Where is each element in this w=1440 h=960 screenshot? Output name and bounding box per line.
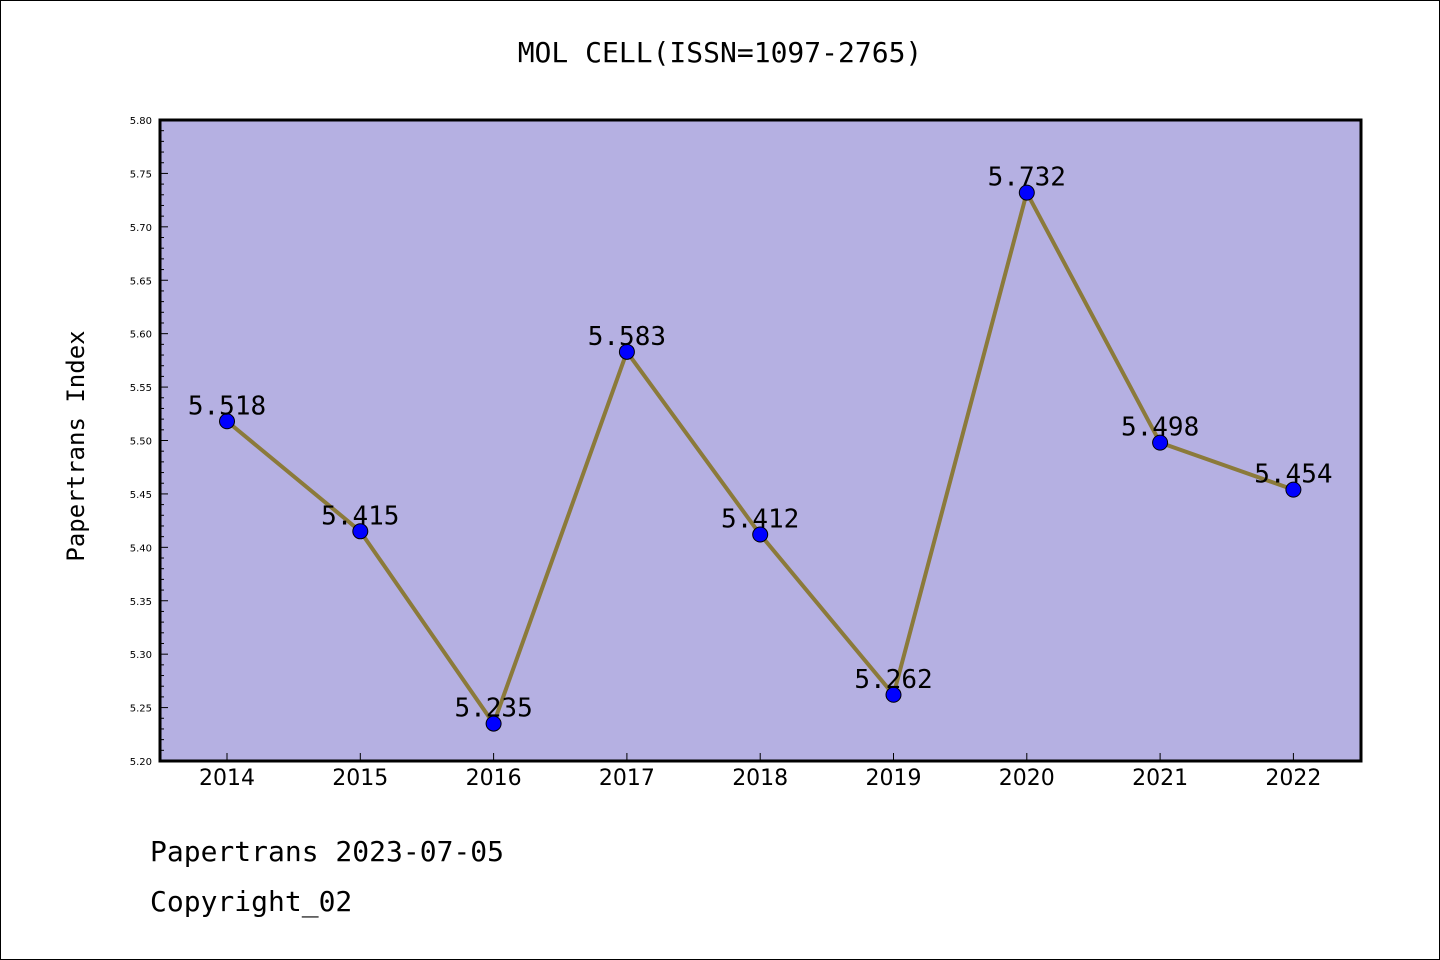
x-axis-ticks: 2014 2015 2016 2017 2018 2019 2020 2021 2022 — [199, 753, 1321, 791]
data-label: 5.235 — [454, 694, 532, 724]
y-tick-label: 5.75 — [130, 169, 152, 180]
data-point — [219, 413, 235, 430]
x-tick-label: 2015 — [332, 766, 388, 791]
data-markers — [219, 184, 1302, 732]
data-point — [752, 526, 769, 543]
data-label: 5.732 — [988, 163, 1066, 193]
data-label: 5.498 — [1121, 413, 1199, 443]
y-tick-label: 5.60 — [130, 330, 152, 341]
data-point — [485, 715, 502, 732]
y-tick-label: 5.25 — [130, 704, 152, 715]
y-tick-label: 5.65 — [130, 276, 152, 287]
y-tick-label: 5.30 — [130, 650, 152, 661]
y-tick-label: 5.45 — [130, 490, 152, 501]
y-tick-label: 5.70 — [130, 223, 152, 234]
data-label: 5.412 — [721, 505, 799, 535]
data-point — [352, 523, 369, 540]
y-tick-label: 5.55 — [130, 383, 152, 394]
chart-title: MOL CELL(ISSN=1097-2765) — [517, 36, 923, 69]
data-label: 5.583 — [588, 322, 666, 352]
data-point — [1152, 434, 1169, 451]
footer-date: Papertrans 2023-07-05 — [150, 835, 505, 868]
footer-copyright: Copyright_02 — [150, 885, 353, 918]
data-label: 5.518 — [188, 391, 266, 421]
x-tick-label: 2019 — [866, 766, 922, 791]
data-label: 5.454 — [1254, 460, 1332, 490]
data-point — [885, 686, 902, 703]
data-point — [618, 343, 635, 360]
y-tick-label: 5.35 — [130, 597, 152, 608]
y-axis-ticks: 5.20 5.25 5.30 5.35 5.40 5.45 5.50 5.55 5.60 5.65… — [130, 116, 168, 768]
plot-border — [158, 118, 1363, 763]
data-point — [1285, 481, 1302, 498]
x-tick-label: 2014 — [199, 766, 255, 791]
x-tick-label: 2017 — [599, 766, 655, 791]
data-point — [1018, 184, 1035, 201]
x-tick-label: 2022 — [1265, 766, 1321, 791]
y-tick-label: 5.20 — [130, 757, 152, 768]
data-label: 5.415 — [321, 501, 399, 531]
y-tick-label: 5.40 — [130, 543, 152, 554]
x-tick-label: 2018 — [732, 766, 788, 791]
x-tick-label: 2021 — [1132, 766, 1188, 791]
y-tick-label: 5.50 — [130, 437, 152, 448]
data-label: 5.262 — [854, 665, 932, 695]
x-tick-label: 2016 — [466, 766, 522, 791]
data-labels: 5.518 5.415 5.235 5.583 5.412 5.262 5.732 5.498… — [188, 163, 1333, 724]
y-axis-label: Papertrans Index — [62, 330, 90, 561]
y-tick-label: 5.80 — [130, 116, 152, 127]
x-tick-label: 2020 — [999, 766, 1055, 791]
